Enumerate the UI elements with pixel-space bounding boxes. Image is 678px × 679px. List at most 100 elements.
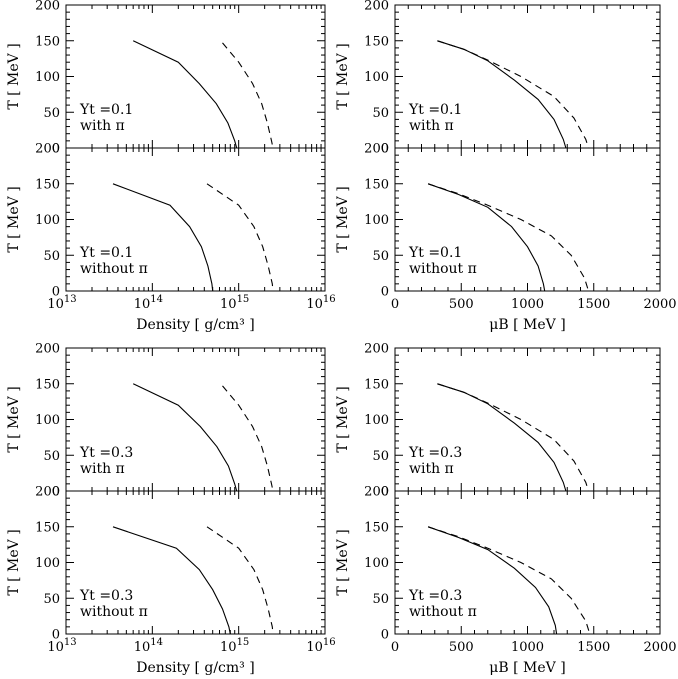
y-tick-label: 100 xyxy=(364,213,389,228)
y-tick-label: 150 xyxy=(364,177,389,192)
series-dashed-line xyxy=(222,42,274,149)
y-tick-label: 150 xyxy=(35,520,60,535)
series-dashed-line xyxy=(437,383,590,492)
x-tick-base: 10 xyxy=(220,297,237,312)
y-tick-label: 0 xyxy=(52,142,60,157)
series-solid-line xyxy=(112,183,214,292)
y-tick-label: 0 xyxy=(381,142,389,157)
x-tick-exponent: 13 xyxy=(64,637,77,648)
panel-annotation: with π xyxy=(409,118,454,134)
panel-annotation: Yt =0.1 xyxy=(79,102,133,118)
y-tick-label: 150 xyxy=(35,377,60,392)
series-solid-line xyxy=(437,40,567,149)
x-axis-title: Density [ g/cm³ ] xyxy=(136,317,254,333)
y-axis-title: T [ MeV ] xyxy=(335,43,351,109)
x-tick-label: 1500 xyxy=(577,297,610,312)
panel-annotation: without π xyxy=(409,604,477,620)
x-tick-exponent: 16 xyxy=(323,294,336,305)
panel-annotation: Yt =0.1 xyxy=(79,245,133,261)
y-tick-label: 150 xyxy=(35,177,60,192)
panel-annotation: Yt =0.3 xyxy=(408,445,462,461)
x-tick-label: 0 xyxy=(391,640,399,655)
series-dashed-line xyxy=(427,183,590,292)
x-tick-label: 1015 xyxy=(220,294,249,312)
series-solid-line xyxy=(437,383,567,492)
y-axis-title: T [ MeV ] xyxy=(6,186,22,252)
y-tick-label: 200 xyxy=(364,342,389,357)
x-tick-base: 10 xyxy=(220,640,237,655)
panel-annotation: without π xyxy=(80,261,148,277)
y-tick-label: 50 xyxy=(43,249,60,264)
panel-annotation: with π xyxy=(409,461,454,477)
y-axis-title: T [ MeV ] xyxy=(6,386,22,452)
series-solid-line xyxy=(112,526,231,635)
x-tick-base: 10 xyxy=(134,640,151,655)
y-tick-label: 200 xyxy=(35,142,60,157)
panel-annotation: without π xyxy=(80,604,148,620)
x-tick-label: 1000 xyxy=(511,297,544,312)
x-tick-base: 10 xyxy=(47,297,64,312)
series-solid-line xyxy=(427,526,558,635)
panel-annotation: Yt =0.1 xyxy=(408,245,462,261)
y-tick-label: 50 xyxy=(372,249,389,264)
x-tick-label: 1016 xyxy=(306,637,335,655)
y-tick-label: 100 xyxy=(35,556,60,571)
x-tick-label: 1014 xyxy=(134,294,163,312)
series-solid-line xyxy=(132,40,238,149)
y-axis-title: T [ MeV ] xyxy=(335,529,351,595)
x-tick-label: 1013 xyxy=(47,294,76,312)
series-dashed-line xyxy=(206,526,274,635)
panel-annotation: Yt =0.3 xyxy=(408,588,462,604)
panel-annotation: Yt =0.3 xyxy=(79,588,133,604)
x-tick-exponent: 14 xyxy=(150,637,163,648)
y-tick-label: 150 xyxy=(364,377,389,392)
x-tick-exponent: 15 xyxy=(237,294,250,305)
x-tick-label: 0 xyxy=(391,297,399,312)
x-tick-base: 10 xyxy=(134,297,151,312)
x-tick-label: 500 xyxy=(449,640,474,655)
y-tick-label: 50 xyxy=(372,106,389,121)
y-tick-label: 150 xyxy=(35,34,60,49)
series-dashed-line xyxy=(222,385,274,492)
y-tick-label: 200 xyxy=(35,0,60,14)
x-tick-base: 10 xyxy=(47,640,64,655)
y-tick-label: 0 xyxy=(52,628,60,643)
panel-annotation: with π xyxy=(80,461,125,477)
y-tick-label: 150 xyxy=(364,34,389,49)
x-tick-label: 2000 xyxy=(643,297,676,312)
panel-annotation: Yt =0.1 xyxy=(408,102,462,118)
x-axis-title: μB [ MeV ] xyxy=(489,317,565,333)
series-solid-line xyxy=(427,183,546,292)
y-tick-label: 100 xyxy=(35,213,60,228)
x-tick-exponent: 15 xyxy=(237,637,250,648)
y-tick-label: 200 xyxy=(364,485,389,500)
x-axis-title: μB [ MeV ] xyxy=(489,660,565,676)
x-tick-base: 10 xyxy=(306,640,323,655)
y-tick-label: 200 xyxy=(35,342,60,357)
x-tick-label: 1013 xyxy=(47,637,76,655)
y-tick-label: 200 xyxy=(35,485,60,500)
x-tick-label: 1015 xyxy=(220,637,249,655)
x-tick-label: 1014 xyxy=(134,637,163,655)
series-dashed-line xyxy=(437,40,590,149)
panel-annotation: Yt =0.3 xyxy=(79,445,133,461)
y-tick-label: 50 xyxy=(372,592,389,607)
x-tick-label: 1016 xyxy=(306,294,335,312)
y-tick-label: 0 xyxy=(381,628,389,643)
y-tick-label: 50 xyxy=(372,449,389,464)
x-tick-base: 10 xyxy=(306,297,323,312)
series-dashed-line xyxy=(206,183,274,292)
x-tick-label: 2000 xyxy=(643,640,676,655)
series-solid-line xyxy=(132,383,238,492)
y-axis-title: T [ MeV ] xyxy=(6,529,22,595)
x-tick-label: 500 xyxy=(449,297,474,312)
